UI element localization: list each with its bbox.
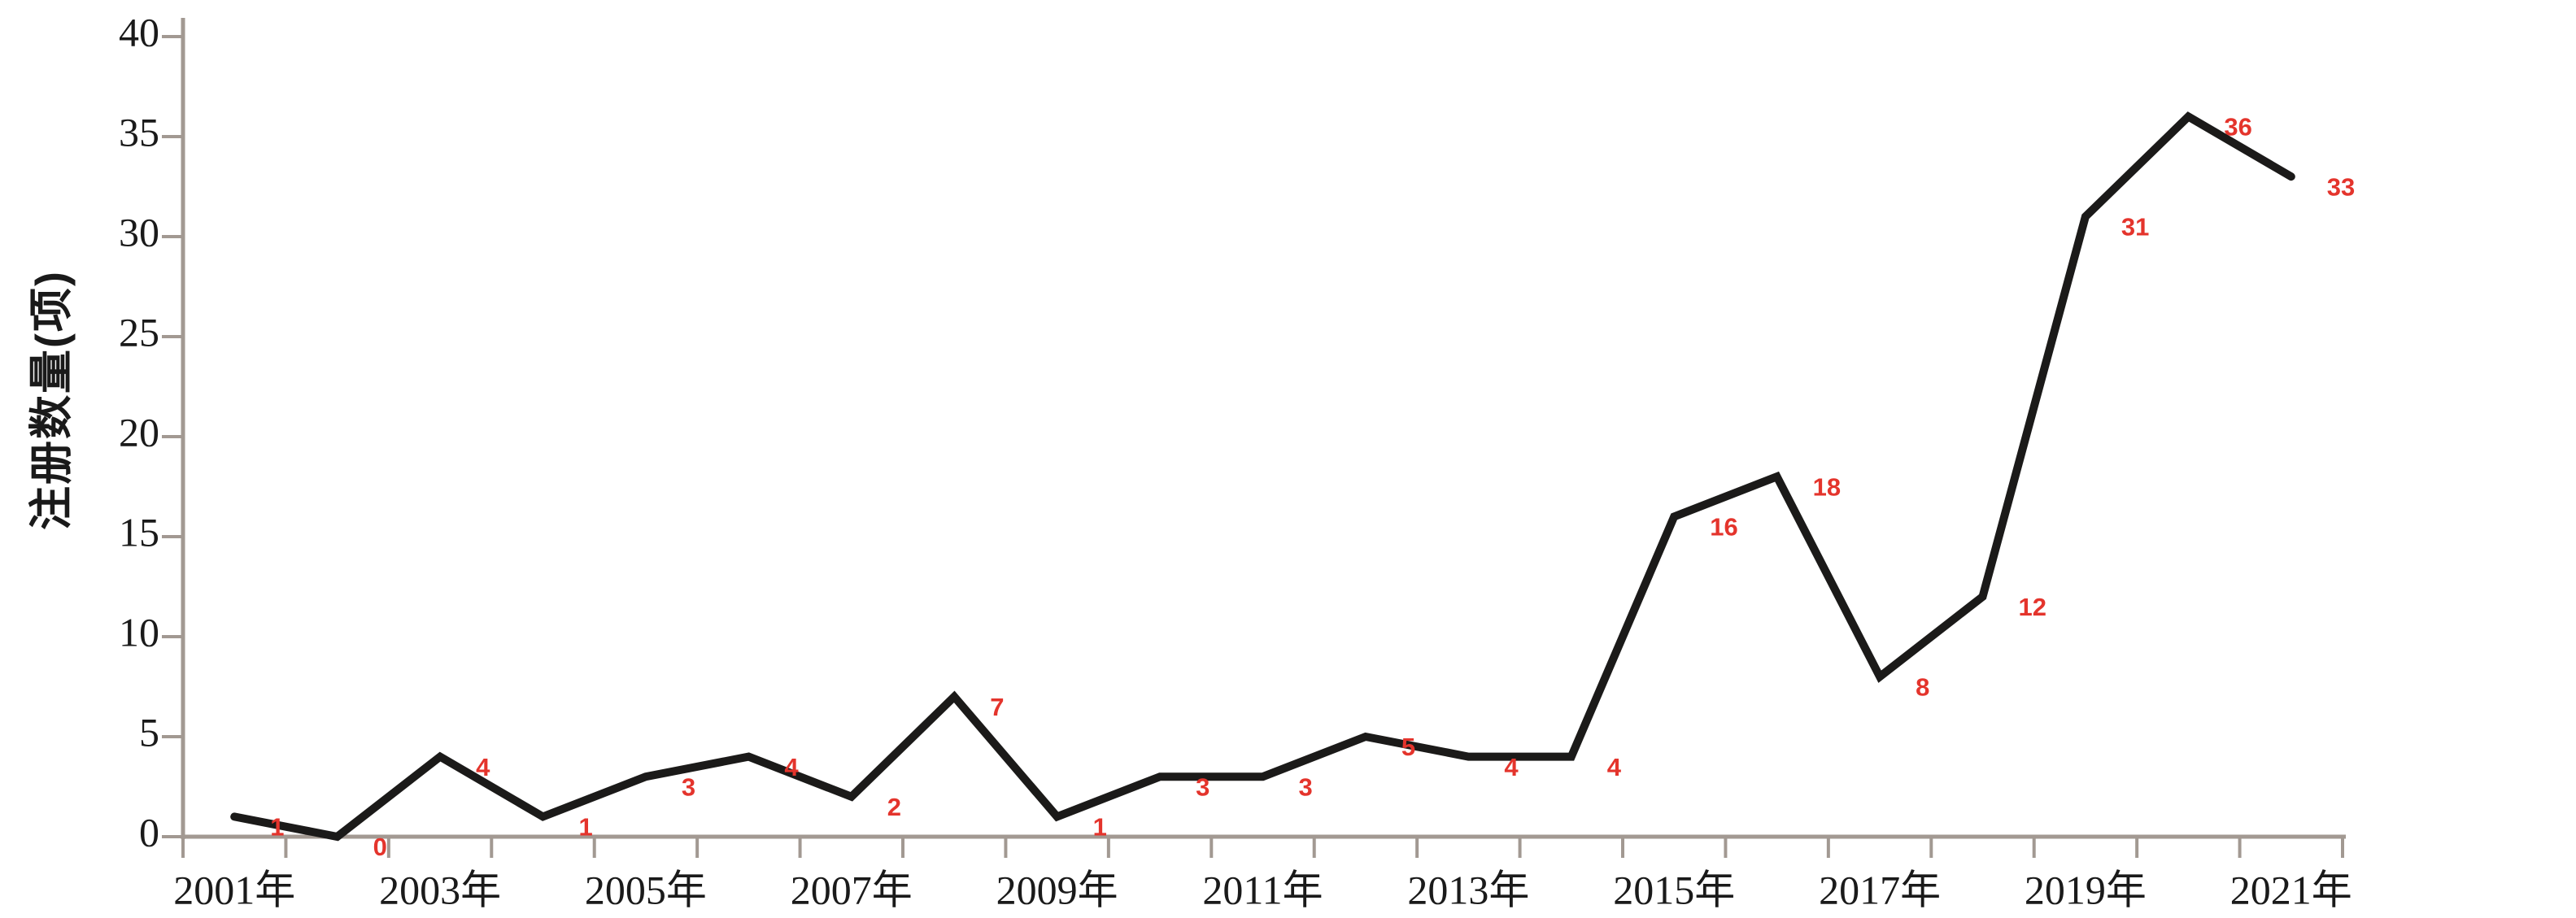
data-point-label: 3 bbox=[1196, 772, 1210, 801]
data-point-label: 1 bbox=[579, 813, 593, 842]
data-point-label: 5 bbox=[1401, 733, 1415, 761]
y-axis-tick-label: 30 bbox=[119, 209, 159, 255]
y-axis-tick-label: 10 bbox=[119, 609, 159, 655]
data-point-label: 4 bbox=[1607, 753, 1622, 781]
data-point-label: 31 bbox=[2121, 213, 2149, 241]
data-point-label: 36 bbox=[2224, 113, 2251, 141]
data-point-label: 1 bbox=[1093, 813, 1107, 842]
y-axis-tick-label: 20 bbox=[119, 409, 159, 455]
x-axis-tick-label: 2003年 bbox=[379, 867, 501, 912]
x-axis-tick-label: 2019年 bbox=[2025, 867, 2147, 912]
data-point-label: 3 bbox=[682, 772, 695, 801]
data-point-label: 4 bbox=[476, 753, 490, 781]
x-axis-tick-label: 2007年 bbox=[791, 867, 913, 912]
data-point-label: 8 bbox=[1916, 672, 1929, 701]
data-point-label: 4 bbox=[1504, 753, 1519, 781]
x-axis-tick-label: 2001年 bbox=[173, 867, 295, 912]
data-line bbox=[230, 111, 2295, 842]
y-axis-tick-label: 5 bbox=[139, 709, 159, 755]
y-axis-tick-label: 0 bbox=[139, 809, 159, 855]
data-point-label: 12 bbox=[2019, 593, 2046, 621]
y-axis-tick-label: 25 bbox=[119, 309, 159, 355]
data-point-label: 7 bbox=[990, 693, 1004, 721]
x-axis-tick-label: 2021年 bbox=[2230, 867, 2352, 912]
data-point-label: 3 bbox=[1299, 772, 1313, 801]
data-point-label: 18 bbox=[1813, 472, 1841, 501]
x-axis-tick-label: 2015年 bbox=[1613, 867, 1735, 912]
y-axis-tick-label: 35 bbox=[119, 109, 159, 154]
x-axis-tick-label: 2011年 bbox=[1202, 867, 1323, 912]
y-axis-tick-label: 40 bbox=[119, 9, 159, 54]
x-axis-tick-label: 2013年 bbox=[1407, 867, 1529, 912]
data-point-label: 1 bbox=[270, 813, 284, 842]
x-axis-tick-label: 2017年 bbox=[1819, 867, 1941, 912]
data-point-label: 16 bbox=[1710, 513, 1737, 542]
data-point-label: 2 bbox=[887, 793, 901, 821]
data-point-label: 0 bbox=[373, 833, 387, 861]
data-point-label: 4 bbox=[784, 753, 799, 781]
x-axis-tick-label: 2005年 bbox=[585, 867, 707, 912]
x-axis-tick-label: 2009年 bbox=[996, 867, 1118, 912]
y-axis-tick-label: 15 bbox=[119, 509, 159, 555]
data-point-label: 33 bbox=[2327, 172, 2355, 201]
